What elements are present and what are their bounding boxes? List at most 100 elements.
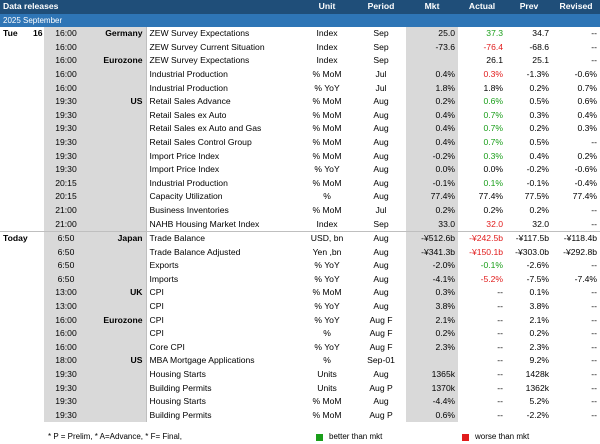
period-cell: Sep (373, 41, 389, 52)
prev-cell: -0.2% (526, 164, 550, 175)
country-cell (88, 368, 146, 382)
date-cell (30, 109, 44, 123)
actual-cell: 0.1% (483, 177, 504, 188)
indicator-cell: MBA Mortgage Applications (145, 354, 299, 369)
mkt-cell: -¥512.6b (406, 231, 459, 246)
indicator-cell: Industrial Production (145, 81, 299, 96)
actual-cell: 77.4% (478, 191, 504, 202)
indicator-cell: CPI (145, 286, 299, 301)
day-cell (0, 286, 30, 300)
indicator-cell: CPI (145, 300, 299, 314)
prev-cell: 0.2% (529, 82, 550, 93)
unit-cell: % MoM (312, 287, 342, 298)
date-cell (30, 327, 44, 341)
indicator-cell: Retail Sales Control Group (145, 135, 299, 150)
unit-cell: Index (316, 55, 338, 66)
table-row: 13:00 UK CPI % MoM Aug 0.3% -- 0.1% -- (0, 286, 600, 301)
date-cell (30, 150, 44, 164)
col-header-prev: Prev (506, 0, 553, 14)
prev-cell: 5.2% (529, 396, 550, 407)
table-row: 16:00 CPI% Aug F 0.2% -- 0.2% -- (0, 327, 600, 341)
country-cell: Germany (88, 27, 146, 41)
revised-cell: -0.4% (574, 177, 598, 188)
mkt-cell: 0.4% (406, 67, 459, 82)
date-cell: 16 (33, 28, 43, 39)
prev-cell: 1362k (525, 382, 550, 393)
date-cell (30, 54, 44, 68)
revised-cell: -- (591, 28, 598, 39)
unit-cell: Units (317, 382, 337, 393)
actual-cell: 32.0 (486, 218, 504, 229)
date-cell (30, 314, 44, 328)
table-row: 6:50 Trade Balance Adjusted Yen ,bn Aug -¥34… (0, 245, 600, 260)
date-cell (30, 41, 44, 55)
actual-cell: -- (497, 341, 504, 352)
day-cell (0, 409, 30, 423)
unit-cell: Yen ,bn (312, 246, 342, 257)
unit-cell: USD, bn (298, 231, 357, 246)
day-cell (0, 177, 30, 191)
table-row: 16:00 Industrial Production % MoM Jul 0.4% 0.… (0, 67, 600, 82)
day-cell (0, 218, 30, 232)
day-cell: Tue (3, 28, 18, 39)
table-row: 19:30 Retail Sales ex Auto % MoM Aug 0.4% 0.7… (0, 108, 600, 123)
time-cell: 19:30 (44, 395, 88, 409)
period-cell: Sep (373, 218, 389, 229)
revised-cell: -- (591, 355, 598, 366)
country-cell (88, 190, 146, 204)
revised-cell: -- (591, 287, 598, 298)
date-cell (30, 122, 44, 136)
country-cell (88, 149, 146, 164)
country-cell (88, 327, 146, 341)
actual-cell: -- (497, 355, 504, 366)
time-cell: 6:50 (44, 231, 88, 246)
col-header-revised: Revised (552, 0, 600, 14)
period-cell: Aug (373, 177, 389, 188)
period-cell: Jul (375, 204, 387, 215)
table-row: 18:00 US MBA Mortgage Applications% Sep-01 -… (0, 354, 600, 369)
revised-cell: -- (591, 136, 598, 147)
period-cell: Aug (373, 150, 389, 161)
period-cell: Aug (373, 164, 389, 175)
prev-cell: 25.1 (532, 55, 550, 66)
time-cell: 21:00 (44, 217, 88, 232)
period-cell: Aug (373, 191, 389, 202)
unit-cell: % MoM (312, 96, 342, 107)
prev-cell: 0.2% (529, 123, 550, 134)
prev-cell: -2.6% (526, 260, 550, 271)
table-row: 6:50 Imports % YoY Aug -4.1% -5.2% -7.5% -7.4% (0, 272, 600, 287)
period-cell: Aug (373, 369, 389, 380)
period-cell: Aug P (369, 382, 393, 393)
day-cell (0, 395, 30, 409)
month-label: 2025 September (0, 13, 600, 28)
table-row: 21:00 NAHB Housing Market Index Index Sep 33… (0, 217, 600, 232)
table-row: 16:00 Industrial Production % YoY Jul 1.8% 1.… (0, 81, 600, 96)
country-cell (88, 395, 146, 409)
prev-cell: 2.1% (529, 314, 550, 325)
indicator-cell: Housing Starts (145, 368, 299, 382)
date-cell (30, 273, 44, 287)
legend-better: better than mkt (316, 430, 382, 444)
time-cell: 19:30 (44, 368, 88, 382)
period-cell: Aug (373, 396, 389, 407)
time-cell: 13:00 (44, 286, 88, 301)
unit-cell: % YoY (314, 82, 340, 93)
actual-cell: 0.3% (483, 68, 504, 79)
header-row: Data releases Unit Period Mkt Actual Pre… (0, 0, 600, 14)
date-cell (30, 82, 44, 96)
indicator-cell: Trade Balance (145, 231, 299, 246)
date-cell (30, 95, 44, 109)
revised-cell: 0.2% (577, 150, 598, 161)
time-cell: 6:50 (44, 272, 88, 287)
mkt-cell: 0.4% (406, 135, 459, 150)
day-cell (0, 354, 30, 368)
time-cell: 19:30 (44, 149, 88, 164)
time-cell: 19:30 (44, 163, 88, 177)
unit-cell: % YoY (314, 260, 340, 271)
period-cell: Aug (373, 246, 389, 257)
indicator-cell: CPI (145, 313, 299, 328)
date-cell (30, 68, 44, 82)
mkt-cell: 33.0 (406, 217, 459, 232)
table-row: 20:15 Industrial Production % MoM Aug -0.1% 0… (0, 176, 600, 191)
day-cell (0, 368, 30, 382)
